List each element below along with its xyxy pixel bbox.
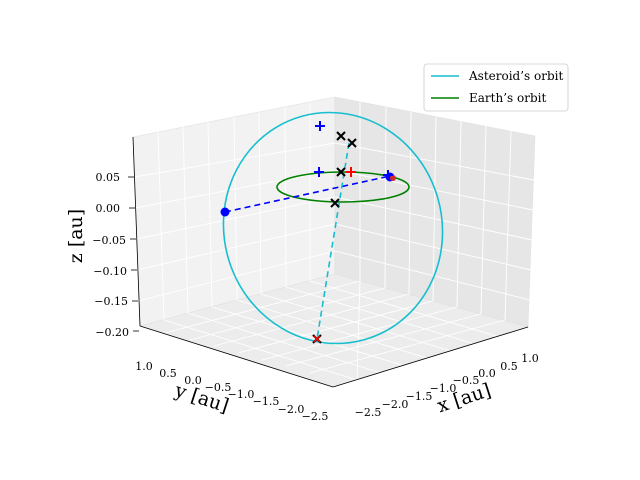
grid-line [456, 120, 462, 308]
grid-line [334, 196, 533, 241]
grid-line [164, 280, 361, 334]
z-tick-label: −0.20 [95, 326, 129, 339]
x-tick-label: −2.5 [355, 406, 382, 419]
grid-line [285, 313, 482, 367]
markers [220, 121, 396, 344]
x-tick-label: 0.0 [478, 367, 496, 380]
y-tick-label: −1.5 [253, 395, 280, 408]
x-tick-label: −1.5 [406, 390, 433, 403]
grid-line [258, 111, 262, 295]
cross-marker [347, 138, 357, 148]
y-axis-line [139, 325, 334, 388]
grid-line [237, 300, 434, 354]
grid-line [261, 306, 458, 361]
cross-marker [336, 131, 346, 141]
z-tick-label: −0.15 [94, 295, 128, 308]
grid-line [356, 280, 361, 381]
x-tick-label: −1.0 [430, 382, 457, 395]
cross-marker-red [313, 335, 321, 343]
grid-line [504, 130, 512, 321]
y-tick-label: −0.5 [205, 381, 232, 394]
grid-line [137, 250, 336, 302]
y-tick-label: −2.5 [302, 410, 329, 423]
grid-line [163, 319, 358, 381]
tick-marks [128, 176, 139, 332]
x-tick-labels: −2.5 −2.0 −1.5 −1.0 −0.5 0.0 0.5 1.0 [355, 352, 539, 419]
grid-line [408, 111, 412, 295]
grid-line [284, 106, 287, 288]
grid-line [309, 319, 506, 374]
x-tick-label: −0.5 [453, 374, 480, 387]
y-tick-label: 0.0 [184, 374, 202, 387]
grid-line [134, 169, 336, 209]
z-tick-label: −0.10 [93, 265, 127, 278]
grid-line [207, 121, 213, 308]
y-tick-label: 1.0 [135, 360, 153, 373]
plus-marker [383, 170, 393, 180]
y-tick-label: −1.0 [228, 388, 255, 401]
cross-marker [336, 167, 346, 177]
grid-lines [133, 102, 535, 381]
grid-line [157, 131, 165, 321]
plus-marker [314, 167, 324, 177]
legend-box [423, 63, 569, 112]
legend-label-earth: Earth’s orbit [469, 91, 546, 105]
legend-label-asteroid: Asteroid’s orbit [468, 69, 563, 83]
red-dot-marker [390, 175, 396, 181]
grid-line [334, 223, 532, 271]
grid-line [334, 142, 535, 181]
earth-orbit-curve [276, 171, 410, 203]
grid-line [384, 106, 387, 289]
grid-line [432, 116, 437, 302]
grid-line [189, 287, 386, 341]
legend: Asteroid’s orbit Earth’s orbit [423, 63, 569, 112]
z-tick-labels: 0.05 0.00 −0.05 −0.10 −0.15 −0.20 [92, 171, 129, 339]
grid-line [187, 312, 382, 374]
node-marker-left [220, 207, 230, 217]
y-tick-label: −2.0 [278, 403, 305, 416]
axis-lines [132, 136, 529, 388]
z-axis-line [132, 136, 141, 327]
grid-line [233, 116, 238, 301]
grid-line [334, 250, 531, 301]
x-tick-label: −2.0 [382, 398, 409, 411]
asteroid-orbit-curve [222, 111, 444, 345]
grid-line [480, 125, 487, 315]
y-tick-labels: 1.0 0.5 0.0 −0.5 −1.0 −1.5 −2.0 −2.5 [135, 360, 328, 423]
grid-line [213, 293, 410, 347]
grid-line [136, 223, 336, 271]
x-tick-label: 1.0 [521, 352, 539, 365]
grid-line [285, 286, 479, 346]
z-tick-label: 0.00 [96, 202, 121, 215]
z-axis-label: z [au] [65, 209, 87, 263]
line-of-nodes [224, 175, 391, 213]
x-tick-label: 0.5 [500, 360, 518, 373]
grid-line [135, 196, 336, 240]
grid-line [182, 126, 189, 314]
grid-line [309, 280, 504, 339]
cross-marker [330, 198, 340, 208]
z-tick-label: 0.05 [96, 171, 121, 184]
y-tick-label: 0.5 [159, 367, 177, 380]
x-axis-line [332, 326, 529, 388]
grid-line [133, 142, 336, 178]
plus-marker [346, 167, 356, 177]
orbit-curves [222, 111, 444, 345]
grid-line [334, 169, 534, 211]
plus-marker [315, 121, 325, 131]
z-tick-label: −0.05 [92, 234, 126, 247]
